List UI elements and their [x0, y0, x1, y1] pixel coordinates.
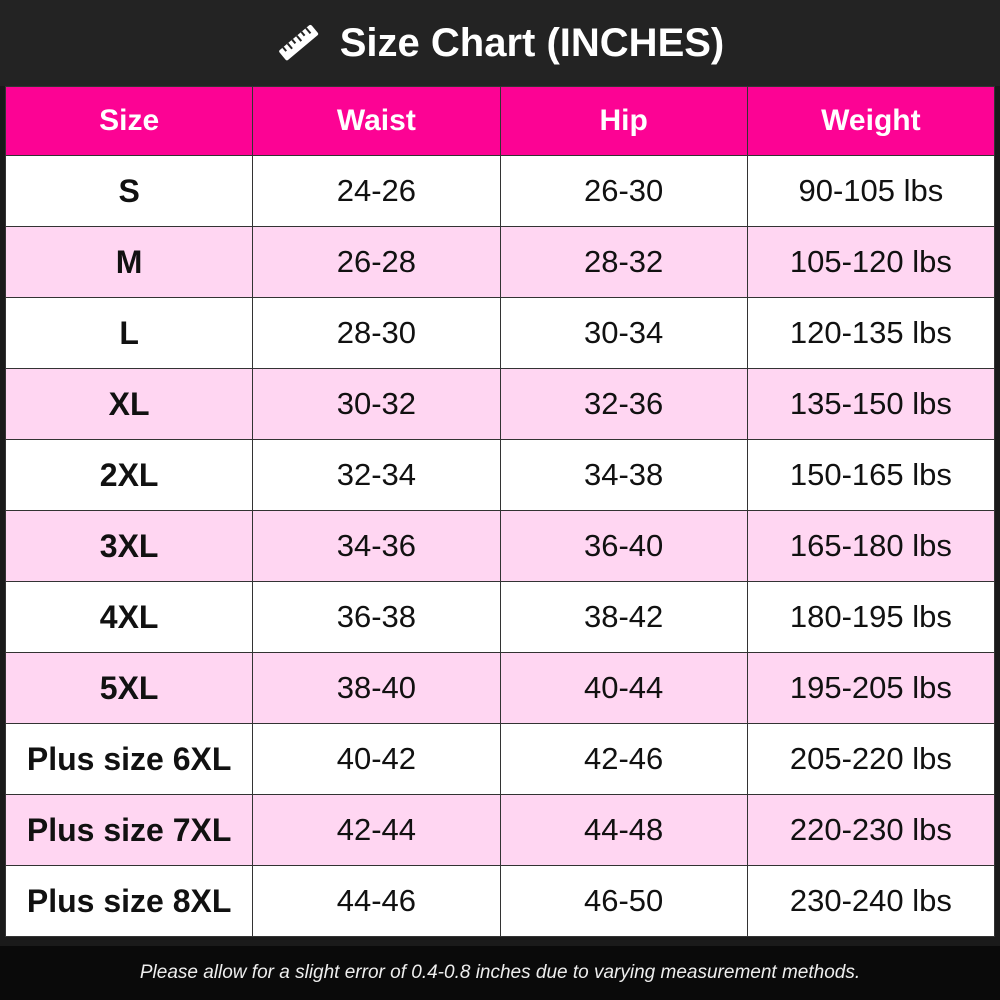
cell-weight: 220-230 lbs	[746, 794, 996, 866]
cell-waist: 26-28	[252, 226, 501, 298]
cell-waist: 34-36	[252, 510, 501, 582]
table-row: 4XL 36-38 38-42 180-195 lbs	[4, 581, 996, 653]
cell-waist: 38-40	[252, 652, 501, 724]
cell-size: S	[4, 155, 254, 227]
cell-size: Plus size 6XL	[4, 723, 254, 795]
ruler-icon	[278, 24, 318, 61]
table-row: S 24-26 26-30 90-105 lbs	[4, 155, 996, 227]
table-row: Plus size 7XL 42-44 44-48 220-230 lbs	[4, 794, 996, 866]
cell-hip: 38-42	[499, 581, 748, 653]
footer-note: Please allow for a slight error of 0.4-0…	[0, 946, 1000, 1000]
column-header-hip: Hip	[499, 86, 748, 156]
cell-weight: 165-180 lbs	[746, 510, 996, 582]
cell-hip: 44-48	[499, 794, 748, 866]
table-row: L 28-30 30-34 120-135 lbs	[4, 297, 996, 369]
cell-size: Plus size 8XL	[4, 865, 254, 937]
cell-weight: 195-205 lbs	[746, 652, 996, 724]
size-table: Size Waist Hip Weight S 24-26 26-30 90-105 lbs…	[4, 86, 996, 937]
column-header-size: Size	[4, 86, 254, 156]
table-row: Plus size 6XL 40-42 42-46 205-220 lbs	[4, 723, 996, 795]
cell-waist: 30-32	[252, 368, 501, 440]
cell-hip: 36-40	[499, 510, 748, 582]
cell-weight: 150-165 lbs	[746, 439, 996, 511]
cell-waist: 24-26	[252, 155, 501, 227]
cell-size: XL	[4, 368, 254, 440]
cell-weight: 230-240 lbs	[746, 865, 996, 937]
cell-weight: 120-135 lbs	[746, 297, 996, 369]
cell-size: 5XL	[4, 652, 254, 724]
cell-hip: 32-36	[499, 368, 748, 440]
cell-size: Plus size 7XL	[4, 794, 254, 866]
cell-hip: 42-46	[499, 723, 748, 795]
table-header: Size Waist Hip Weight	[4, 86, 996, 156]
cell-size: 2XL	[4, 439, 254, 511]
cell-size: L	[4, 297, 254, 369]
cell-weight: 180-195 lbs	[746, 581, 996, 653]
cell-waist: 36-38	[252, 581, 501, 653]
table-row: 3XL 34-36 36-40 165-180 lbs	[4, 510, 996, 582]
cell-hip: 26-30	[499, 155, 748, 227]
cell-hip: 40-44	[499, 652, 748, 724]
table-row: M 26-28 28-32 105-120 lbs	[4, 226, 996, 298]
table-row: Plus size 8XL 44-46 46-50 230-240 lbs	[4, 865, 996, 937]
page-title: Size Chart (INCHES)	[339, 20, 725, 65]
cell-hip: 30-34	[499, 297, 748, 369]
cell-hip: 28-32	[499, 226, 748, 298]
table-row: 5XL 38-40 40-44 195-205 lbs	[4, 652, 996, 724]
cell-waist: 42-44	[252, 794, 501, 866]
title-bar: Size Chart (INCHES)	[0, 0, 1000, 86]
cell-hip: 34-38	[499, 439, 748, 511]
column-header-weight: Weight	[746, 86, 996, 156]
cell-size: 3XL	[4, 510, 254, 582]
column-header-waist: Waist	[252, 86, 501, 156]
cell-waist: 32-34	[252, 439, 501, 511]
cell-weight: 205-220 lbs	[746, 723, 996, 795]
cell-hip: 46-50	[499, 865, 748, 937]
cell-waist: 40-42	[252, 723, 501, 795]
cell-size: M	[4, 226, 254, 298]
cell-weight: 90-105 lbs	[746, 155, 996, 227]
cell-weight: 105-120 lbs	[746, 226, 996, 298]
table-row: 2XL 32-34 34-38 150-165 lbs	[4, 439, 996, 511]
cell-size: 4XL	[4, 581, 254, 653]
cell-waist: 44-46	[252, 865, 501, 937]
table-row: XL 30-32 32-36 135-150 lbs	[4, 368, 996, 440]
cell-weight: 135-150 lbs	[746, 368, 996, 440]
cell-waist: 28-30	[252, 297, 501, 369]
